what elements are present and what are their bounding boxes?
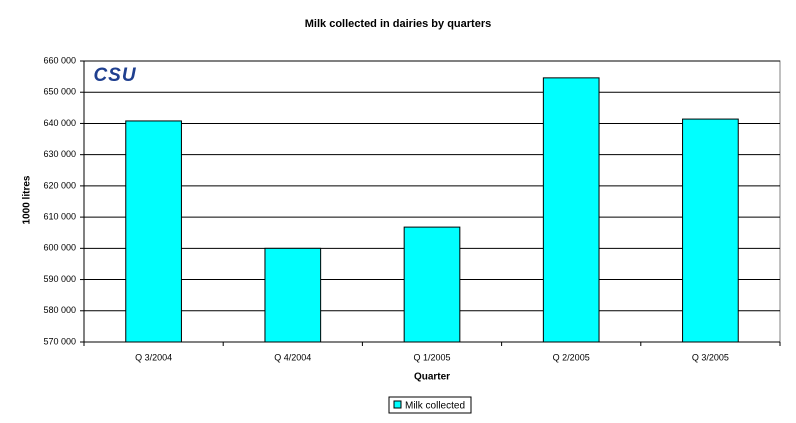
y-tick-label: 650 000 (43, 87, 76, 97)
bar (264, 247, 322, 343)
chart-title: Milk collected in dairies by quarters (305, 18, 491, 30)
x-tick-label: Q 3/2005 (692, 352, 729, 362)
y-tick-label: 620 000 (43, 180, 76, 190)
y-tick-label: 600 000 (43, 243, 76, 253)
y-tick-label: 610 000 (43, 211, 76, 221)
legend-swatch (393, 400, 402, 409)
x-tick-label: Q 4/2004 (274, 352, 311, 362)
legend-label: Milk collected (405, 401, 465, 412)
logo: CSU (93, 65, 136, 86)
legend: Milk collected (388, 396, 472, 414)
y-tick-label: 630 000 (43, 149, 76, 159)
y-tick-label: 570 000 (43, 336, 76, 346)
y-tick-label: 590 000 (43, 274, 76, 284)
bar (403, 226, 461, 343)
x-tick-label: Q 1/2005 (413, 352, 450, 362)
x-tick-label: Q 3/2004 (135, 352, 172, 362)
legend-box (388, 396, 472, 414)
y-tick-label: 660 000 (43, 55, 76, 65)
y-tick-label: 580 000 (43, 305, 76, 315)
bar (682, 118, 739, 343)
bar (125, 120, 182, 343)
bar (542, 77, 600, 343)
y-tick-label: 640 000 (43, 118, 76, 128)
x-axis-label: Quarter (414, 372, 450, 383)
y-axis-label: 1000 litres (22, 175, 33, 224)
x-tick-label: Q 2/2005 (553, 352, 590, 362)
